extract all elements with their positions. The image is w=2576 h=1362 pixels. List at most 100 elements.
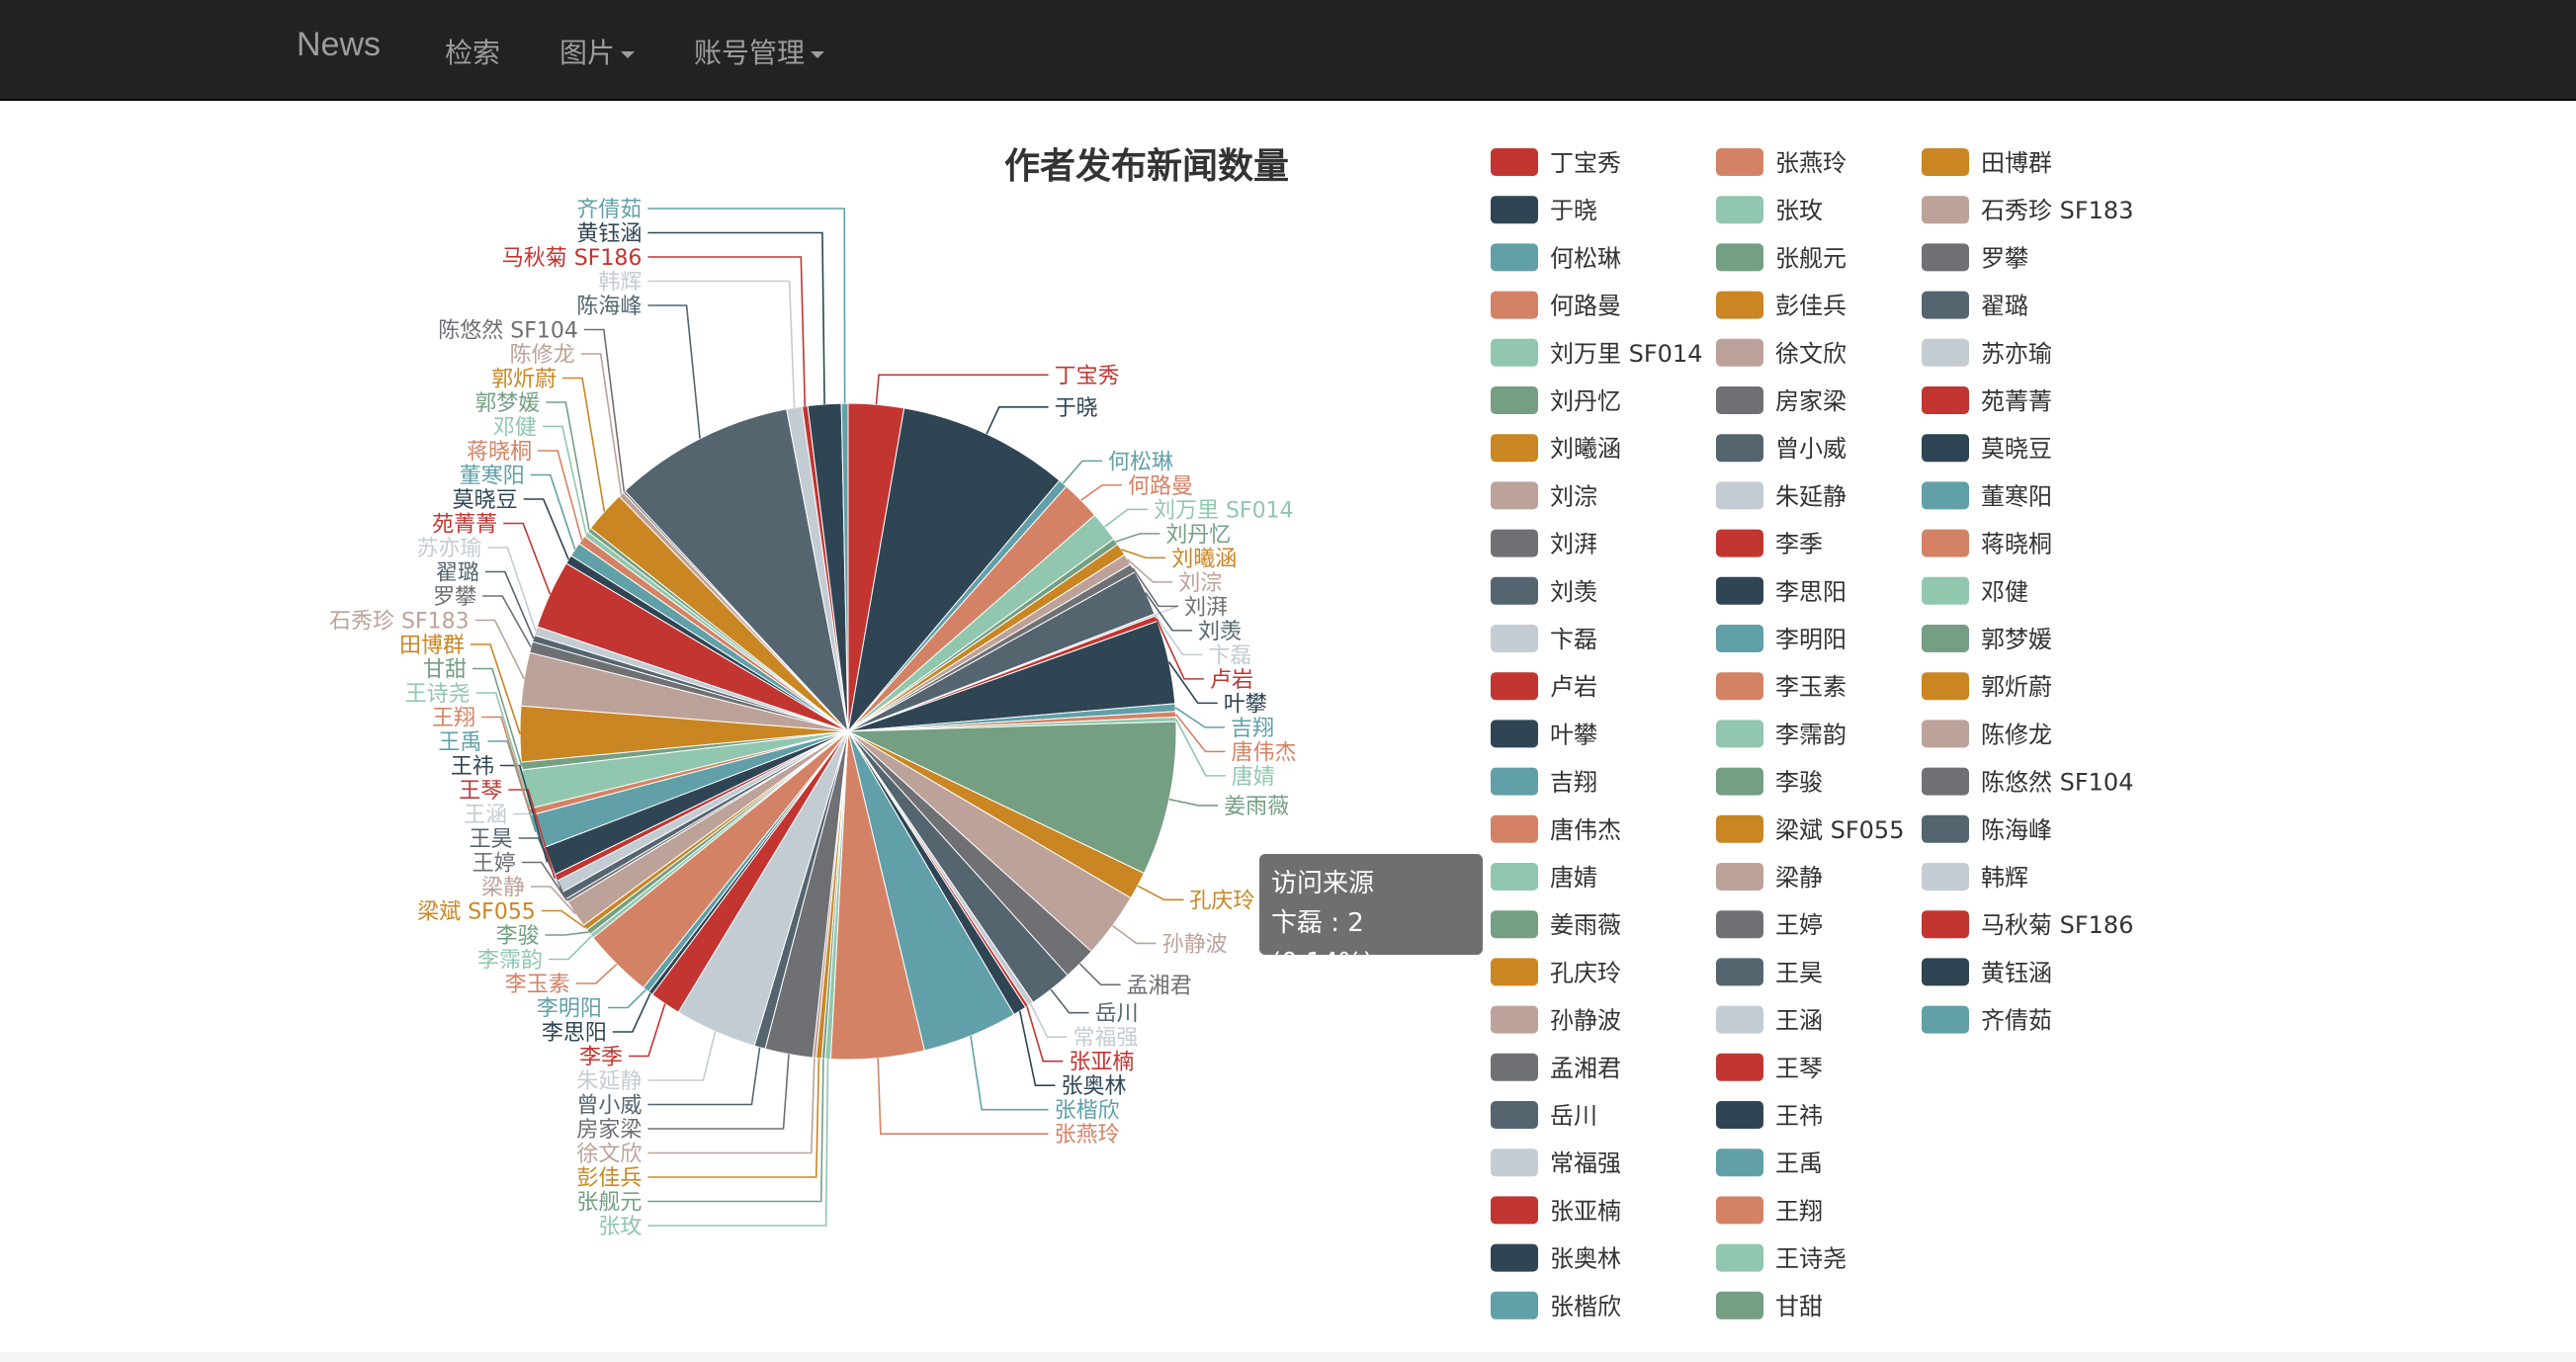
legend-label: 张奥林 <box>1550 1245 1621 1273</box>
legend-item-张燕玲[interactable]: 张燕玲 <box>1716 148 1846 177</box>
legend-item-陈海峰[interactable]: 陈海峰 <box>1922 814 2052 844</box>
legend-item-刘丹忆[interactable]: 刘丹忆 <box>1491 386 1621 415</box>
legend-item-唐婧[interactable]: 唐婧 <box>1491 863 1597 892</box>
legend-item-王禹[interactable]: 王禹 <box>1716 1149 1823 1177</box>
nav-item-search[interactable]: 检索 <box>445 32 500 71</box>
legend-item-张奥林[interactable]: 张奥林 <box>1491 1243 1621 1273</box>
legend-item-房家梁[interactable]: 房家梁 <box>1716 386 1846 415</box>
legend-item-苑菁菁[interactable]: 苑菁菁 <box>1922 386 2052 415</box>
legend-item-王琴[interactable]: 王琴 <box>1716 1053 1823 1082</box>
legend-item-梁斌-sf055[interactable]: 梁斌 SF055 <box>1716 814 1904 844</box>
slice-label-李玉素: 李玉素 <box>505 973 570 997</box>
legend-item-于晓[interactable]: 于晓 <box>1491 196 1597 224</box>
legend-item-曾小威[interactable]: 曾小威 <box>1716 434 1846 463</box>
legend-item-李明阳[interactable]: 李明阳 <box>1716 625 1846 653</box>
legend-item-何松琳[interactable]: 何松琳 <box>1491 243 1621 272</box>
legend-swatch <box>1491 148 1538 176</box>
legend-item-黄钰涵[interactable]: 黄钰涵 <box>1922 958 2052 986</box>
legend-label: 陈修龙 <box>1981 721 2052 748</box>
legend-item-甘甜[interactable]: 甘甜 <box>1716 1291 1823 1320</box>
legend-item-陈修龙[interactable]: 陈修龙 <box>1922 720 2052 748</box>
label-line-徐文欣 <box>647 1058 816 1154</box>
legend-item-蒋晓桐[interactable]: 蒋晓桐 <box>1922 529 2052 558</box>
legend-item-孔庆玲[interactable]: 孔庆玲 <box>1491 958 1621 986</box>
legend-item-唐伟杰[interactable]: 唐伟杰 <box>1491 814 1621 844</box>
slice-label-邓健: 邓健 <box>493 416 537 441</box>
legend-item-彭佳兵[interactable]: 彭佳兵 <box>1716 291 1846 320</box>
slice-label-姜雨薇: 姜雨薇 <box>1224 795 1289 819</box>
legend-item-董寒阳[interactable]: 董寒阳 <box>1922 481 2052 510</box>
legend-swatch <box>1491 767 1538 796</box>
legend-item-常福强[interactable]: 常福强 <box>1491 1149 1621 1177</box>
legend-item-孟湘君[interactable]: 孟湘君 <box>1491 1053 1621 1082</box>
legend-item-卢岩[interactable]: 卢岩 <box>1491 672 1597 701</box>
legend-item-丁宝秀[interactable]: 丁宝秀 <box>1491 148 1621 177</box>
legend-item-孙静波[interactable]: 孙静波 <box>1491 1005 1621 1035</box>
legend-item-刘曦涵[interactable]: 刘曦涵 <box>1491 434 1621 463</box>
pie-slice-陈海峰[interactable] <box>624 408 849 733</box>
legend-item-王婷[interactable]: 王婷 <box>1716 910 1823 939</box>
legend-item-李骏[interactable]: 李骏 <box>1716 767 1823 797</box>
legend-swatch <box>1491 338 1538 367</box>
label-line-翟璐 <box>484 570 535 639</box>
nav-item-account[interactable]: 账号管理 <box>694 32 825 71</box>
legend-item-梁静[interactable]: 梁静 <box>1716 863 1823 892</box>
legend-item-张楷欣[interactable]: 张楷欣 <box>1491 1291 1621 1320</box>
legend-item-李季[interactable]: 李季 <box>1716 529 1823 558</box>
pie-slice-姜雨薇[interactable] <box>847 721 1177 875</box>
legend-item-吉翔[interactable]: 吉翔 <box>1491 767 1597 797</box>
legend-item-罗攀[interactable]: 罗攀 <box>1922 243 2028 272</box>
legend-item-田博群[interactable]: 田博群 <box>1922 148 2052 177</box>
legend-swatch <box>1491 1243 1538 1272</box>
label-line-张奥林 <box>1018 1010 1056 1087</box>
legend-item-李玉素[interactable]: 李玉素 <box>1716 672 1846 701</box>
legend-item-陈悠然-sf104[interactable]: 陈悠然 SF104 <box>1922 767 2133 797</box>
legend-item-刘湃[interactable]: 刘湃 <box>1491 529 1597 558</box>
legend-item-郭梦媛[interactable]: 郭梦媛 <box>1922 625 2052 653</box>
legend-item-马秋菊-sf186[interactable]: 马秋菊 SF186 <box>1922 910 2133 939</box>
legend-item-姜雨薇[interactable]: 姜雨薇 <box>1491 910 1621 939</box>
legend-item-张舰元[interactable]: 张舰元 <box>1716 243 1846 272</box>
legend-item-郭炘蔚[interactable]: 郭炘蔚 <box>1922 672 2052 701</box>
legend-item-刘万里-sf014[interactable]: 刘万里 SF014 <box>1491 338 1702 368</box>
legend-swatch <box>1716 1005 1763 1034</box>
pie-slice-于晓[interactable] <box>847 407 1061 733</box>
slice-label-韩辉: 韩辉 <box>598 271 642 296</box>
legend-item-韩辉[interactable]: 韩辉 <box>1922 863 2028 892</box>
legend-item-翟璐[interactable]: 翟璐 <box>1922 291 2028 320</box>
legend-item-石秀珍-sf183[interactable]: 石秀珍 SF183 <box>1922 196 2133 224</box>
label-line-唐婧 <box>1175 719 1226 777</box>
label-line-于晓 <box>986 406 1049 435</box>
legend-item-王祎[interactable]: 王祎 <box>1716 1101 1823 1130</box>
label-line-孟湘君 <box>1078 963 1121 986</box>
legend-item-王翔[interactable]: 王翔 <box>1716 1196 1823 1225</box>
legend-item-卞磊[interactable]: 卞磊 <box>1491 625 1597 653</box>
chevron-down-icon <box>811 50 825 58</box>
legend-item-何路曼[interactable]: 何路曼 <box>1491 291 1621 320</box>
legend-item-王昊[interactable]: 王昊 <box>1716 958 1823 986</box>
legend-swatch <box>1491 243 1538 272</box>
label-line-李霈韵 <box>549 935 593 961</box>
legend-item-王诗尧[interactable]: 王诗尧 <box>1716 1243 1846 1273</box>
legend-item-刘羡[interactable]: 刘羡 <box>1491 576 1597 606</box>
legend-item-岳川[interactable]: 岳川 <box>1491 1101 1597 1130</box>
legend-item-刘淙[interactable]: 刘淙 <box>1491 481 1597 510</box>
legend-item-李霈韵[interactable]: 李霈韵 <box>1716 720 1846 748</box>
legend-item-叶攀[interactable]: 叶攀 <box>1491 720 1597 748</box>
legend-item-齐倩茹[interactable]: 齐倩茹 <box>1922 1005 2052 1035</box>
legend-item-李思阳[interactable]: 李思阳 <box>1716 576 1846 606</box>
slice-label-王涵: 王涵 <box>464 804 507 828</box>
brand-link[interactable]: News <box>297 26 382 63</box>
legend-item-王涵[interactable]: 王涵 <box>1716 1005 1823 1035</box>
legend-item-莫晓豆[interactable]: 莫晓豆 <box>1922 434 2052 463</box>
legend-item-张玫[interactable]: 张玫 <box>1716 196 1823 224</box>
nav-item-images[interactable]: 图片 <box>559 32 636 71</box>
legend-swatch <box>1491 910 1538 939</box>
legend-item-邓健[interactable]: 邓健 <box>1922 576 2028 606</box>
legend-item-朱延静[interactable]: 朱延静 <box>1716 481 1846 510</box>
legend-item-徐文欣[interactable]: 徐文欣 <box>1716 338 1846 368</box>
legend-item-张亚楠[interactable]: 张亚楠 <box>1491 1196 1621 1225</box>
legend-item-苏亦瑜[interactable]: 苏亦瑜 <box>1922 338 2052 368</box>
label-line-王翔 <box>481 716 531 812</box>
